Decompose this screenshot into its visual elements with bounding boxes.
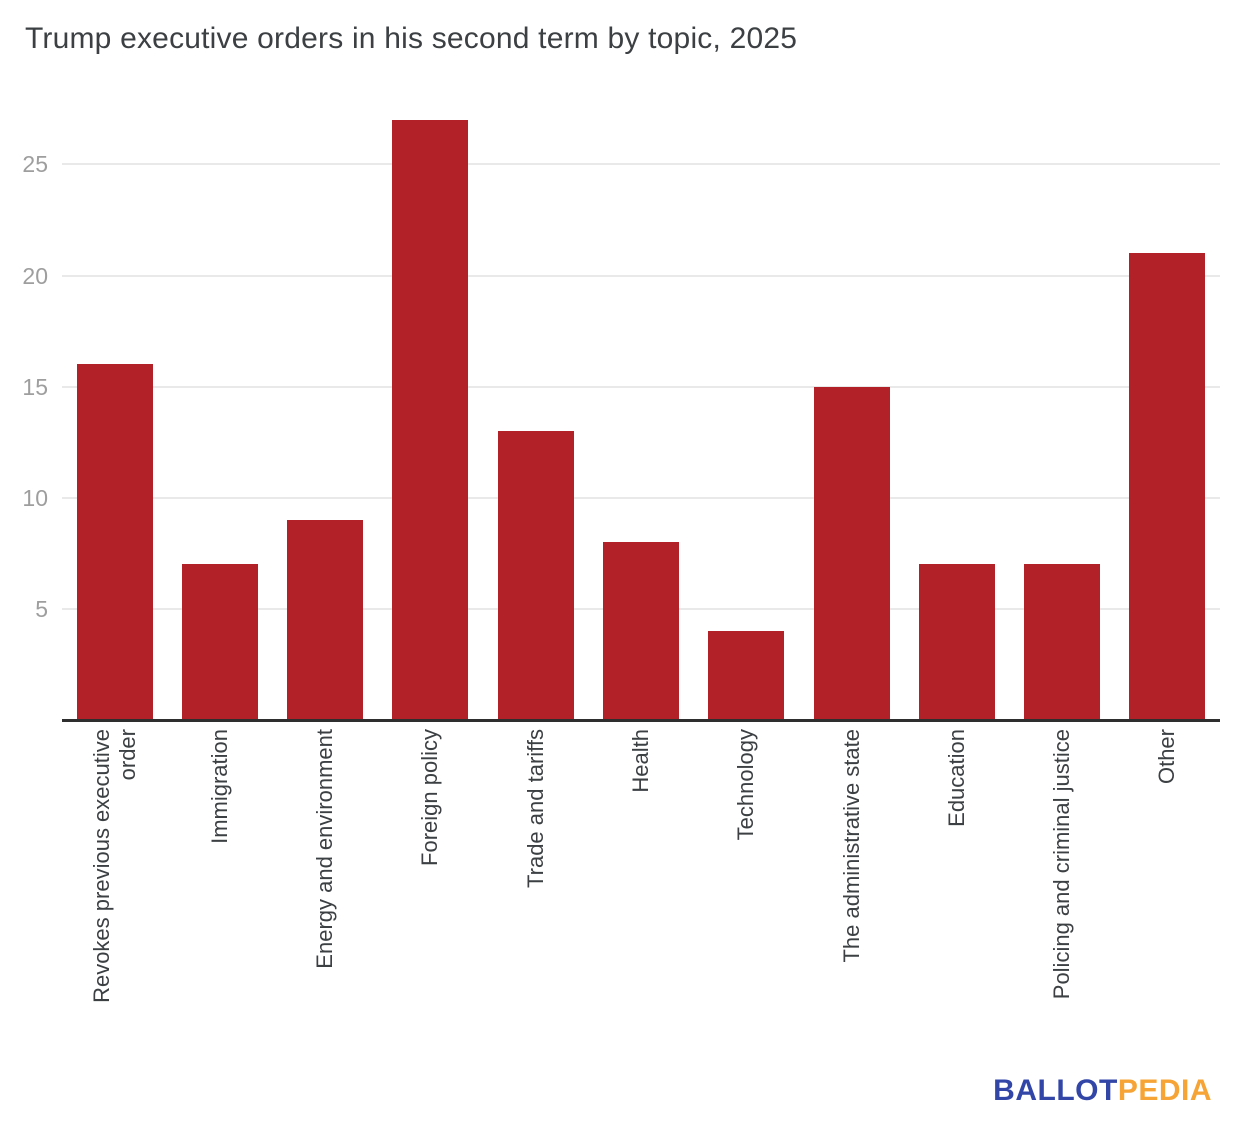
gridline bbox=[62, 496, 1220, 499]
bar-immigration[interactable] bbox=[181, 564, 258, 720]
x-axis-label: The administrative state bbox=[838, 729, 864, 963]
y-tick-label: 20 bbox=[22, 262, 48, 289]
bar-revokes-previous-executive-order[interactable] bbox=[76, 364, 153, 720]
bar-the-administrative-state[interactable] bbox=[813, 386, 890, 720]
y-tick-label: 15 bbox=[22, 373, 48, 400]
x-axis-label: Revokes previous executive order bbox=[88, 729, 140, 1003]
gridline bbox=[62, 274, 1220, 277]
x-axis-line bbox=[62, 719, 1220, 722]
bar-other[interactable] bbox=[1129, 253, 1206, 720]
y-tick-label: 5 bbox=[35, 595, 48, 622]
x-axis-label: Education bbox=[943, 729, 969, 827]
x-axis-label: Technology bbox=[733, 729, 759, 841]
bar-energy-and-environment[interactable] bbox=[287, 520, 364, 720]
bar-health[interactable] bbox=[603, 542, 679, 720]
x-axis-label: Trade and tariffs bbox=[522, 729, 548, 888]
x-axis-label: Other bbox=[1154, 729, 1180, 785]
bar-trade-and-tariffs[interactable] bbox=[497, 431, 574, 720]
bar-technology[interactable] bbox=[708, 631, 785, 720]
ballotpedia-logo[interactable]: BALLOTPEDIA bbox=[993, 1074, 1212, 1108]
logo-text-ballot: BALLOT bbox=[993, 1074, 1118, 1107]
y-tick-label: 25 bbox=[22, 151, 48, 178]
logo-text-pedia: PEDIA bbox=[1117, 1074, 1212, 1107]
x-axis-label: Policing and criminal justice bbox=[1048, 729, 1074, 1000]
chart-title: Trump executive orders in his second ter… bbox=[25, 22, 798, 55]
x-axis-label: Health bbox=[627, 729, 653, 793]
bar-policing-and-criminal-justice[interactable] bbox=[1024, 564, 1101, 720]
x-axis-label: Energy and environment bbox=[311, 729, 337, 969]
plot-area bbox=[62, 120, 1220, 720]
bar-education[interactable] bbox=[918, 564, 995, 720]
x-axis-label: Immigration bbox=[206, 729, 232, 844]
gridline bbox=[62, 385, 1220, 388]
gridline bbox=[62, 163, 1220, 166]
x-axis-label: Foreign policy bbox=[417, 729, 443, 866]
bar-foreign-policy[interactable] bbox=[392, 120, 469, 720]
y-tick-label: 10 bbox=[22, 484, 48, 511]
